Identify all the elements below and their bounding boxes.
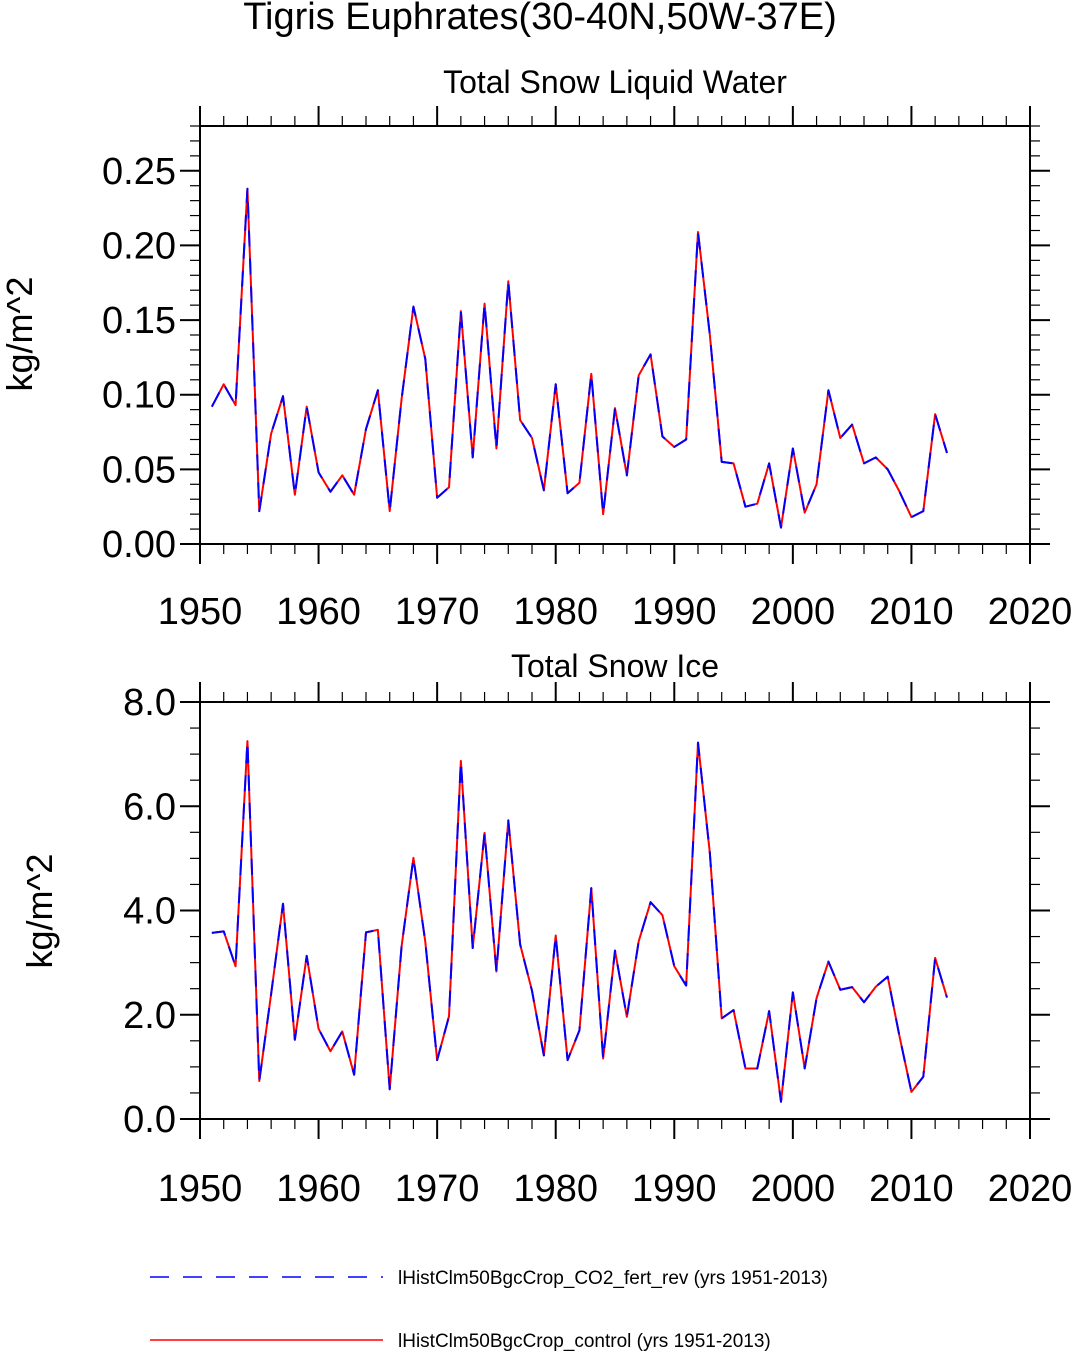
legend: lHistClm50BgcCrop_CO2_fert_rev (yrs 1951… xyxy=(150,1268,828,1352)
x-tick-label: 1960 xyxy=(276,1168,361,1210)
series-line-control xyxy=(211,740,948,1103)
y-axis-label: kg/m^2 xyxy=(0,277,40,392)
x-tick-label: 1970 xyxy=(395,591,480,633)
y-tick-label: 0.05 xyxy=(102,449,176,491)
y-tick-label: 8.0 xyxy=(123,682,176,724)
plot-frame xyxy=(199,701,1031,1120)
y-tick-label: 0.15 xyxy=(102,300,176,342)
figure-title: Tigris Euphrates(30-40N,50W-37E) xyxy=(243,0,836,38)
plot-frame xyxy=(199,125,1031,545)
legend-label-control: lHistClm50BgcCrop_control (yrs 1951-2013… xyxy=(398,1331,771,1352)
plot-snow-ice: Total Snow Ice kg/m^2 1950 1960 1970 1980 19… xyxy=(19,648,1072,1210)
plot-title: Total Snow Ice xyxy=(511,648,719,684)
x-tick-label: 1990 xyxy=(632,591,717,633)
x-tick-label: 2000 xyxy=(751,591,836,633)
x-tick-label: 1950 xyxy=(158,591,243,633)
x-tick-label: 2020 xyxy=(988,1168,1073,1210)
y-tick-label: 0.00 xyxy=(102,524,176,566)
plot-snow-liquid-water: Total Snow Liquid Water kg/m^2 1950 1960 1… xyxy=(0,64,1072,633)
y-tick-label: 6.0 xyxy=(123,786,176,828)
x-tick-label: 1950 xyxy=(158,1168,243,1210)
y-tick-label: 4.0 xyxy=(123,891,176,933)
series-line-co2-fert-rev xyxy=(211,740,948,1103)
x-tick-label: 2010 xyxy=(869,1168,954,1210)
x-tick-label: 1980 xyxy=(513,1168,598,1210)
y-axis-label: kg/m^2 xyxy=(19,854,60,969)
series-line-co2-fert-rev xyxy=(210,187,948,529)
x-tick-label: 2010 xyxy=(869,591,954,633)
x-tick-label: 2000 xyxy=(751,1168,836,1210)
x-tick-label: 2020 xyxy=(988,591,1073,633)
legend-label-co2-fert-rev: lHistClm50BgcCrop_CO2_fert_rev (yrs 1951… xyxy=(398,1268,828,1289)
plot-title: Total Snow Liquid Water xyxy=(443,64,787,100)
x-tick-label: 1990 xyxy=(632,1168,717,1210)
y-tick-label: 0.25 xyxy=(102,151,176,193)
x-tick-label: 1970 xyxy=(395,1168,480,1210)
y-tick-label: 0.0 xyxy=(123,1099,176,1141)
y-tick-label: 0.20 xyxy=(102,225,176,267)
x-tick-label: 1960 xyxy=(276,591,361,633)
y-tick-label: 0.10 xyxy=(102,375,176,417)
x-tick-label: 1980 xyxy=(513,591,598,633)
y-tick-label: 2.0 xyxy=(123,995,176,1037)
